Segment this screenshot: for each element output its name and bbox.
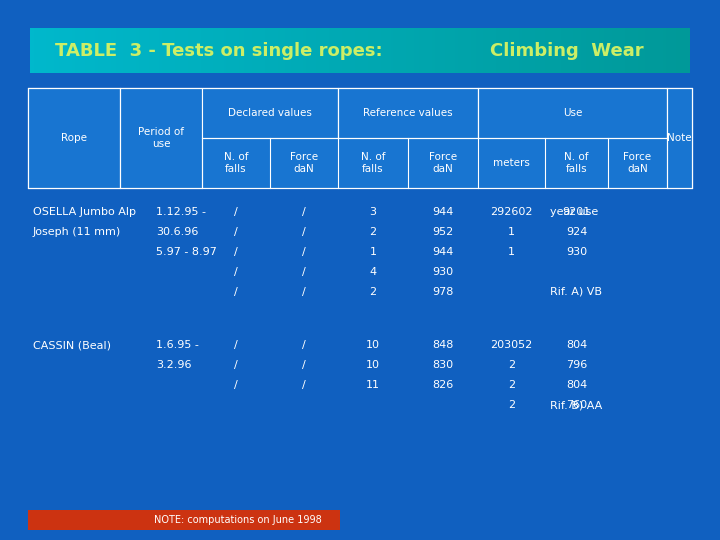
Bar bbox=[28, 88, 120, 188]
Text: 804: 804 bbox=[566, 340, 587, 350]
Text: Reference values: Reference values bbox=[363, 108, 453, 118]
Text: CASSIN (Beal): CASSIN (Beal) bbox=[33, 340, 111, 350]
Text: 30.6.96: 30.6.96 bbox=[156, 227, 199, 237]
Text: /: / bbox=[234, 360, 238, 370]
Text: 2: 2 bbox=[508, 360, 515, 370]
Text: /: / bbox=[234, 287, 238, 297]
Text: 10: 10 bbox=[366, 360, 380, 370]
Text: 952: 952 bbox=[433, 227, 454, 237]
Text: TABLE  3 - Tests on single ropes:: TABLE 3 - Tests on single ropes: bbox=[55, 42, 382, 59]
Text: Joseph (11 mm): Joseph (11 mm) bbox=[33, 227, 121, 237]
Text: 804: 804 bbox=[566, 380, 587, 390]
Text: Note: Note bbox=[667, 133, 692, 143]
Text: 10: 10 bbox=[366, 340, 380, 350]
Text: N. of
falls: N. of falls bbox=[564, 152, 589, 174]
Text: 944: 944 bbox=[432, 207, 454, 217]
Text: /: / bbox=[234, 380, 238, 390]
Text: N. of
falls: N. of falls bbox=[224, 152, 248, 174]
Text: 848: 848 bbox=[432, 340, 454, 350]
Text: year use: year use bbox=[550, 207, 598, 217]
Text: /: / bbox=[302, 340, 306, 350]
Text: /: / bbox=[234, 247, 238, 257]
Bar bbox=[478, 88, 667, 138]
Text: meters: meters bbox=[493, 158, 530, 168]
Text: 826: 826 bbox=[433, 380, 454, 390]
Text: 944: 944 bbox=[432, 247, 454, 257]
Text: /: / bbox=[302, 360, 306, 370]
Text: 5.97 - 8.97: 5.97 - 8.97 bbox=[156, 247, 217, 257]
Text: 1.6.95 -: 1.6.95 - bbox=[156, 340, 199, 350]
Text: 4: 4 bbox=[369, 267, 377, 277]
Text: Force
daN: Force daN bbox=[624, 152, 652, 174]
Text: /: / bbox=[302, 380, 306, 390]
Text: 203052: 203052 bbox=[490, 340, 533, 350]
Bar bbox=[202, 88, 338, 138]
Text: Climbing  Wear: Climbing Wear bbox=[490, 42, 644, 59]
Bar bbox=[28, 88, 692, 188]
Text: Rif. A) VB: Rif. A) VB bbox=[550, 287, 602, 297]
Text: /: / bbox=[302, 247, 306, 257]
Text: 796: 796 bbox=[566, 360, 587, 370]
Text: 2: 2 bbox=[369, 227, 377, 237]
Text: 830: 830 bbox=[433, 360, 454, 370]
Text: Rif. B) AA: Rif. B) AA bbox=[550, 400, 602, 410]
Text: 1.12.95 -: 1.12.95 - bbox=[156, 207, 206, 217]
Text: 292602: 292602 bbox=[490, 207, 533, 217]
Text: 3: 3 bbox=[369, 207, 377, 217]
Text: Rope: Rope bbox=[61, 133, 87, 143]
Text: 2: 2 bbox=[369, 287, 377, 297]
Text: 924: 924 bbox=[566, 227, 588, 237]
Text: NOTE: computations on June 1998: NOTE: computations on June 1998 bbox=[154, 515, 322, 525]
Text: 11: 11 bbox=[366, 380, 380, 390]
Bar bbox=[667, 88, 692, 188]
Text: 978: 978 bbox=[432, 287, 454, 297]
Text: /: / bbox=[302, 287, 306, 297]
Bar bbox=[28, 510, 340, 530]
Text: 2: 2 bbox=[508, 380, 515, 390]
Text: Declared values: Declared values bbox=[228, 108, 312, 118]
Text: /: / bbox=[234, 207, 238, 217]
Text: Use: Use bbox=[563, 108, 582, 118]
Text: Period of
use: Period of use bbox=[138, 127, 184, 149]
Text: OSELLA Jumbo Alp: OSELLA Jumbo Alp bbox=[33, 207, 136, 217]
Text: Force
daN: Force daN bbox=[290, 152, 318, 174]
Text: 3.2.96: 3.2.96 bbox=[156, 360, 192, 370]
Text: /: / bbox=[302, 267, 306, 277]
Text: Force
daN: Force daN bbox=[429, 152, 457, 174]
Text: 1: 1 bbox=[369, 247, 377, 257]
Text: 1: 1 bbox=[508, 227, 515, 237]
Bar bbox=[120, 88, 202, 188]
Text: 2: 2 bbox=[508, 400, 515, 410]
Bar bbox=[338, 88, 478, 138]
Text: /: / bbox=[302, 207, 306, 217]
Text: /: / bbox=[234, 267, 238, 277]
Text: /: / bbox=[234, 227, 238, 237]
Text: 9201: 9201 bbox=[562, 207, 590, 217]
Text: /: / bbox=[234, 340, 238, 350]
Text: 1: 1 bbox=[508, 247, 515, 257]
Text: 930: 930 bbox=[433, 267, 454, 277]
Text: 930: 930 bbox=[566, 247, 587, 257]
Text: 760: 760 bbox=[566, 400, 587, 410]
Text: /: / bbox=[302, 227, 306, 237]
Text: N. of
falls: N. of falls bbox=[361, 152, 385, 174]
